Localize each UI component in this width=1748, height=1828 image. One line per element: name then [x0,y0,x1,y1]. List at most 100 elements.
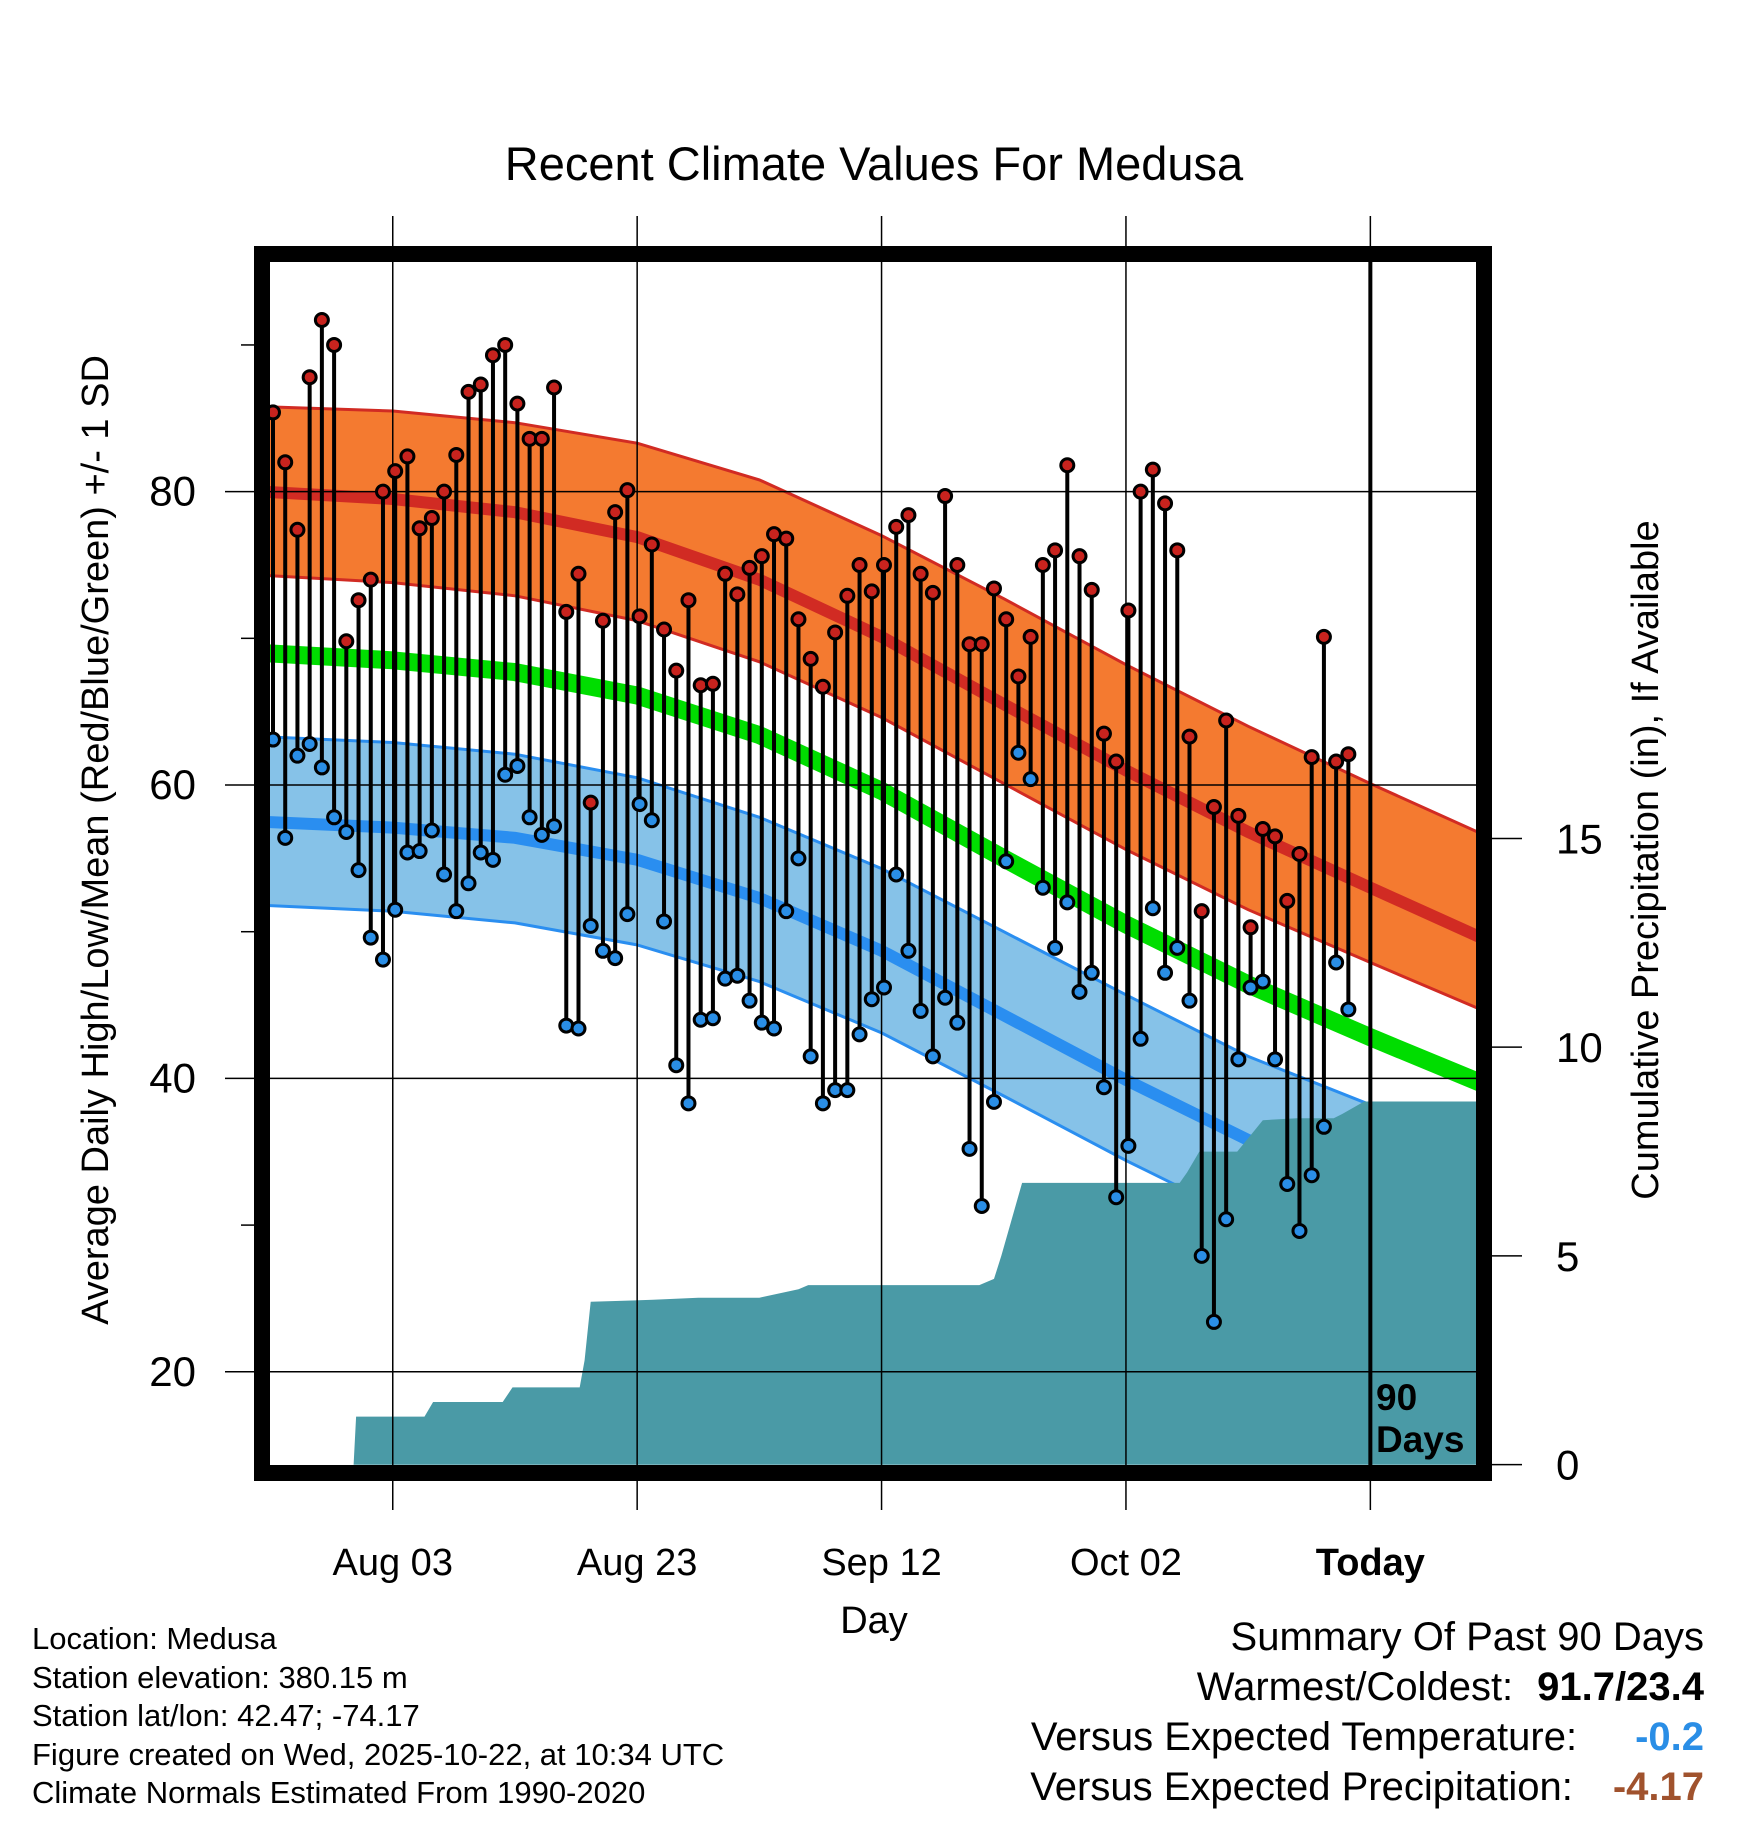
daily-high-point [533,430,550,447]
y2-tick-label: 0 [1556,1442,1579,1489]
daily-low-point [619,906,636,923]
daily-high-point [1169,542,1186,559]
x-tick-label: Aug 03 [333,1542,453,1584]
daily-high-point [1291,845,1308,862]
elevation-text: Station elevation: 380.15 m [32,1659,408,1695]
daily-high-point [924,584,941,601]
daily-low-point [423,822,440,839]
daily-high-point [937,488,954,505]
daily-high-point [1205,799,1222,816]
x-tick-label: Aug 23 [577,1542,697,1584]
daily-high-point [570,565,587,582]
daily-high-point [1267,828,1284,845]
daily-high-point [778,530,795,547]
daily-low-point [1303,1167,1320,1184]
daily-high-point [497,336,514,353]
daily-high-point [888,518,905,535]
daily-high-point [1034,556,1051,573]
daily-high-point [1315,628,1332,645]
daily-low-point [790,850,807,867]
daily-low-point [766,1020,783,1037]
daily-low-point [1095,1079,1112,1096]
daily-high-point [802,650,819,667]
daily-low-point [643,812,660,829]
daily-high-point [546,379,563,396]
daily-high-point [472,376,489,393]
y-axis-label: Average Daily High/Low/Mean (Red/Blue/Gr… [75,355,117,1325]
warmest-coldest-value: 91.7/23.4 [1537,1665,1704,1709]
daily-low-point [998,853,1015,870]
daily-high-point [350,592,367,609]
daily-low-point [460,875,477,892]
plot-frame [254,246,1492,1481]
daily-high-point [973,636,990,653]
daily-high-point [814,678,831,695]
daily-high-point [1218,712,1235,729]
daily-high-point [326,336,343,353]
y-tick-label: 80 [149,468,196,515]
latlon-text: Station lat/lon: 42.47; -74.17 [32,1698,420,1733]
daily-high-point [900,507,917,524]
daily-low-point [888,866,905,883]
daily-high-point [1193,903,1210,920]
daily-high-point [374,483,391,500]
x-tick-label: Today [1316,1542,1425,1584]
y-tick-label: 60 [149,761,196,808]
daily-high-point [1059,457,1076,474]
daily-high-point [1303,749,1320,766]
warmest-coldest-label: Warmest/Coldest: [1196,1665,1514,1709]
daily-low-point [1059,894,1076,911]
daily-low-point [814,1095,831,1112]
daily-low-point [1279,1176,1296,1193]
daily-low-point [704,1010,721,1027]
daily-high-point [1181,728,1198,745]
daily-low-point [900,942,917,959]
daily-low-point [338,823,355,840]
daily-high-point [399,448,416,465]
daily-low-point [631,796,648,813]
daily-low-point [924,1048,941,1065]
precip-departure-label: Versus Expected Precipitation: [1030,1765,1573,1809]
daily-low-point [1315,1118,1332,1135]
x-axis-label: Day [840,1600,908,1642]
station-info: Location: Medusa Station elevation: 380.… [32,1620,724,1813]
today-window-label: 90 Days [1376,1377,1464,1460]
daily-low-point [668,1057,685,1074]
daily-low-point [1328,954,1345,971]
daily-low-point [448,903,465,920]
daily-high-point [729,586,746,603]
daily-high-point [717,565,734,582]
daily-high-point [704,675,721,692]
temp-departure-label: Versus Expected Temperature: [1030,1715,1578,1759]
daily-low-point [362,929,379,946]
daily-low-point [656,913,673,930]
daily-high-point [753,548,770,565]
summary-title: Summary Of Past 90 Days [1230,1615,1704,1659]
daily-low-point [741,992,758,1009]
location-text: Location: Medusa [32,1621,277,1656]
daily-low-point [277,829,294,846]
y2-axis-label: Cumulative Precipitation (in), If Availa… [1625,520,1667,1199]
daily-low-point [472,844,489,861]
daily-high-point [1095,725,1112,742]
daily-low-point [680,1095,697,1112]
x-tick-label: Oct 02 [1070,1542,1182,1584]
chart-title: Recent Climate Values For Medusa [505,137,1244,190]
daily-low-point [1254,973,1271,990]
daily-low-point [582,917,599,934]
daily-low-point [875,979,892,996]
daily-low-point [521,809,538,826]
daily-low-point [1157,964,1174,981]
daily-high-point [558,603,575,620]
daily-high-point [875,556,892,573]
daily-low-point [1230,1051,1247,1068]
daily-high-point [1010,668,1027,685]
daily-low-point [985,1093,1002,1110]
y2-tick-label: 15 [1556,815,1603,862]
daily-low-point [1169,939,1186,956]
daily-low-point [802,1048,819,1065]
daily-high-point [863,583,880,600]
precip-area [262,1101,1484,1465]
daily-low-point [949,1014,966,1031]
